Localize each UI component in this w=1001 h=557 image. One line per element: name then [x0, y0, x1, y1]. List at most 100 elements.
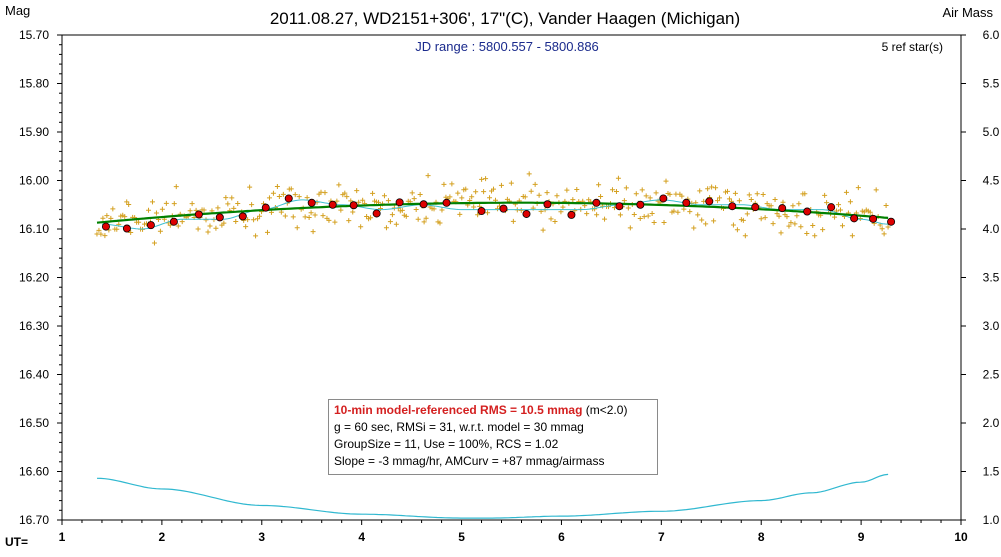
- raw-point: [389, 212, 395, 218]
- raw-point: [268, 209, 274, 215]
- binned-mean-point: [395, 198, 404, 207]
- raw-point: [108, 215, 114, 221]
- raw-point: [381, 193, 387, 199]
- raw-point: [623, 185, 629, 191]
- rms-condition: (m<2.0): [582, 403, 628, 417]
- raw-point: [423, 215, 429, 221]
- raw-point: [602, 216, 608, 222]
- x-tick-label: 6: [558, 530, 565, 544]
- raw-point: [796, 201, 802, 207]
- binned-mean-point: [238, 212, 247, 221]
- raw-point: [205, 229, 211, 235]
- raw-point: [354, 188, 360, 194]
- raw-point: [346, 218, 352, 224]
- raw-point: [415, 216, 421, 222]
- raw-point: [479, 176, 485, 182]
- binned-mean-point: [328, 200, 337, 209]
- raw-point: [598, 194, 604, 200]
- raw-point: [558, 209, 564, 215]
- raw-point: [213, 225, 219, 231]
- raw-point: [336, 182, 342, 188]
- binned-mean-point: [477, 207, 486, 216]
- raw-point: [724, 188, 730, 194]
- raw-point: [278, 209, 284, 215]
- raw-point: [552, 218, 558, 224]
- raw-point: [487, 195, 493, 201]
- raw-point: [691, 225, 697, 231]
- y-left-tick-label: 16.10: [19, 222, 49, 236]
- chart-title: 2011.08.27, WD2151+306', 17"(C), Vander …: [270, 9, 740, 28]
- raw-point: [288, 186, 294, 192]
- raw-point: [758, 216, 764, 222]
- raw-point: [249, 202, 255, 208]
- raw-point: [574, 187, 580, 193]
- raw-point: [596, 182, 602, 188]
- raw-point: [207, 223, 213, 229]
- raw-point: [810, 222, 816, 228]
- raw-point: [802, 191, 808, 197]
- y-left-tick-label: 16.70: [19, 513, 49, 527]
- raw-point: [715, 198, 721, 204]
- raw-point: [699, 217, 705, 223]
- raw-point: [548, 216, 554, 222]
- raw-point: [528, 188, 534, 194]
- raw-point: [822, 192, 828, 198]
- binned-mean-point: [194, 210, 203, 219]
- raw-point: [215, 205, 221, 211]
- raw-point: [794, 213, 800, 219]
- y-right-tick-label: 4.0: [983, 222, 1000, 236]
- y-right-tick-label: 1.0: [983, 513, 1000, 527]
- raw-point: [717, 195, 723, 201]
- raw-point: [332, 219, 338, 225]
- raw-point: [498, 182, 504, 188]
- raw-point: [879, 226, 885, 232]
- raw-point: [360, 197, 366, 203]
- raw-point: [233, 219, 239, 225]
- raw-point: [173, 184, 179, 190]
- raw-point: [776, 213, 782, 219]
- raw-point: [100, 215, 106, 221]
- raw-point: [296, 194, 302, 200]
- raw-point: [310, 229, 316, 235]
- raw-point: [231, 205, 237, 211]
- raw-point: [449, 181, 455, 187]
- raw-point: [774, 211, 780, 217]
- raw-point: [536, 192, 542, 198]
- raw-point: [625, 205, 631, 211]
- raw-point: [294, 225, 300, 231]
- air-mass-line: [96, 473, 889, 519]
- binned-mean-point: [543, 200, 552, 209]
- raw-point: [633, 191, 639, 197]
- binned-mean-point: [887, 217, 896, 226]
- y-left-tick-label: 15.90: [19, 125, 49, 139]
- y-left-tick-label: 16.60: [19, 465, 49, 479]
- raw-point: [709, 184, 715, 190]
- raw-point: [229, 195, 235, 201]
- raw-point: [282, 213, 288, 219]
- x-tick-label: 7: [658, 530, 665, 544]
- raw-point: [744, 211, 750, 217]
- raw-point: [645, 213, 651, 219]
- raw-point: [243, 224, 249, 230]
- raw-point: [124, 199, 130, 205]
- raw-point: [491, 186, 497, 192]
- raw-point: [594, 212, 600, 218]
- binned-mean-point: [499, 204, 508, 213]
- raw-point: [104, 213, 110, 219]
- raw-point: [532, 181, 538, 187]
- raw-point: [457, 211, 463, 217]
- raw-point: [167, 222, 173, 228]
- raw-point: [136, 219, 142, 225]
- raw-point: [540, 227, 546, 233]
- raw-point: [663, 178, 669, 184]
- raw-point: [754, 191, 760, 197]
- raw-point: [163, 200, 169, 206]
- raw-point: [508, 180, 514, 186]
- raw-point: [768, 203, 774, 209]
- raw-point: [304, 195, 310, 201]
- raw-point: [403, 213, 409, 219]
- y-right-tick-label: 2.5: [983, 368, 1000, 382]
- raw-point: [245, 217, 251, 223]
- raw-point: [643, 193, 649, 199]
- raw-point: [368, 215, 374, 221]
